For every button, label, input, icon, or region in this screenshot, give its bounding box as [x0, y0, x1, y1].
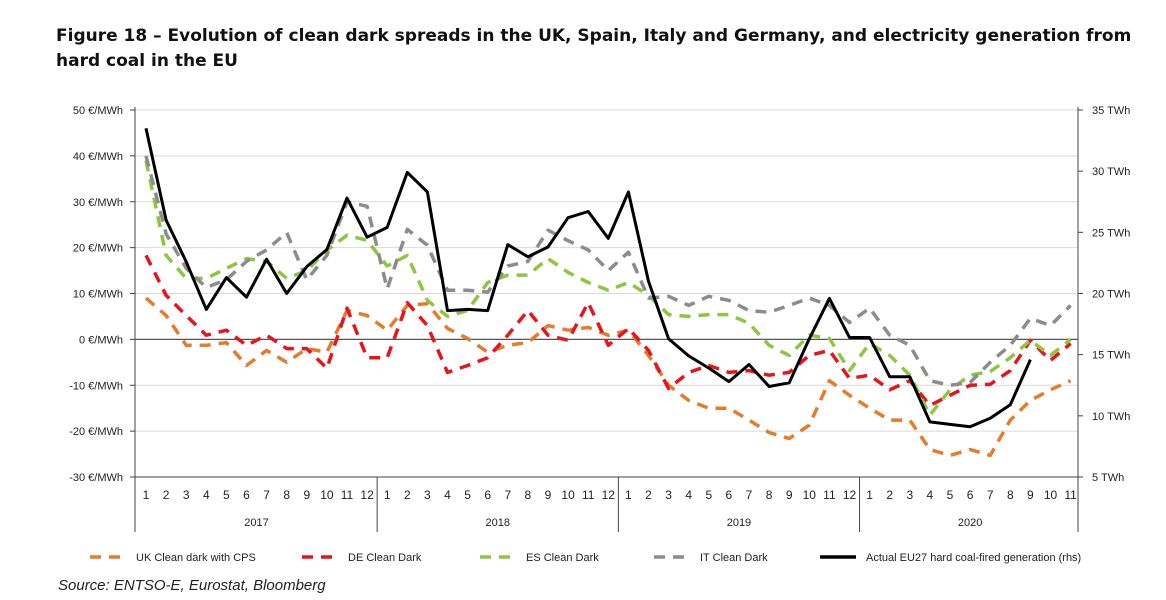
- month-label: 9: [303, 488, 310, 502]
- legend-label: Actual EU27 hard coal-fired generation (…: [866, 552, 1081, 564]
- month-label: 5: [705, 488, 712, 502]
- month-label: 3: [665, 488, 672, 502]
- month-label: 3: [906, 488, 913, 502]
- left-tick-label: -20 €/MWh: [69, 426, 123, 438]
- month-label: 4: [685, 488, 692, 502]
- month-label: 5: [947, 488, 954, 502]
- month-label: 6: [484, 488, 491, 502]
- month-label: 9: [786, 488, 793, 502]
- month-label: 2: [163, 488, 170, 502]
- right-tick-label: 5 TWh: [1092, 472, 1124, 484]
- right-tick-label: 25 TWh: [1092, 227, 1130, 239]
- month-label: 7: [504, 488, 511, 502]
- series-line-de-clean-dark: [144, 254, 1072, 408]
- month-label: 1: [384, 488, 391, 502]
- year-label: 2017: [244, 517, 268, 529]
- month-label: 4: [203, 488, 210, 502]
- right-tick-label: 35 TWh: [1092, 105, 1130, 117]
- month-label: 12: [602, 488, 616, 502]
- year-label: 2019: [727, 517, 751, 529]
- right-tick-label: 15 TWh: [1092, 350, 1130, 362]
- month-label: 9: [545, 488, 552, 502]
- legend-label: UK Clean dark with CPS: [136, 552, 256, 564]
- month-label: 2: [404, 488, 411, 502]
- legend-label: IT Clean Dark: [700, 552, 768, 564]
- month-label: 10: [1044, 488, 1058, 502]
- left-tick-label: 50 €/MWh: [73, 105, 123, 117]
- chart-title: Figure 18 – Evolution of clean dark spre…: [56, 26, 1132, 71]
- left-tick-label: -30 €/MWh: [69, 472, 123, 484]
- month-label: 1: [866, 488, 873, 502]
- month-label: 11: [1064, 488, 1077, 502]
- month-label: 6: [967, 488, 974, 502]
- left-tick-label: 20 €/MWh: [73, 243, 123, 255]
- month-label: 7: [263, 488, 270, 502]
- source-note: Source: ENTSO-E, Eurostat, Bloomberg: [58, 577, 326, 594]
- month-label: 6: [243, 488, 250, 502]
- right-tick-label: 20 TWh: [1092, 289, 1130, 301]
- series-line-it-clean-dark: [144, 155, 1072, 388]
- month-label: 7: [987, 488, 994, 502]
- month-label: 11: [582, 488, 595, 502]
- month-label: 12: [360, 488, 374, 502]
- series-line-uk-clean-dark-with-cps: [144, 296, 1072, 458]
- month-label: 4: [927, 488, 934, 502]
- month-label: 2: [645, 488, 652, 502]
- legend-label: DE Clean Dark: [348, 552, 422, 564]
- year-label: 2020: [958, 517, 982, 529]
- month-label: 2: [886, 488, 893, 502]
- month-label: 1: [143, 488, 150, 502]
- year-label: 2018: [486, 517, 510, 529]
- month-label: 5: [464, 488, 471, 502]
- month-label: 7: [746, 488, 753, 502]
- month-label: 10: [561, 488, 575, 502]
- month-label: 4: [444, 488, 451, 502]
- right-tick-label: 10 TWh: [1092, 411, 1130, 423]
- month-label: 8: [525, 488, 532, 502]
- month-label: 6: [726, 488, 733, 502]
- month-label: 8: [1007, 488, 1014, 502]
- legend-label: ES Clean Dark: [526, 552, 599, 564]
- month-label: 10: [803, 488, 817, 502]
- left-tick-label: 10 €/MWh: [73, 289, 123, 301]
- left-tick-label: -10 €/MWh: [69, 380, 123, 392]
- month-label: 12: [843, 488, 857, 502]
- month-label: 11: [823, 488, 836, 502]
- month-label: 11: [341, 488, 354, 502]
- month-label: 8: [766, 488, 773, 502]
- month-label: 10: [320, 488, 334, 502]
- month-label: 8: [283, 488, 290, 502]
- left-tick-label: 40 €/MWh: [73, 151, 123, 163]
- series-line-actual-eu27-hard-coal-fired-generation-rhs-: [144, 127, 1032, 429]
- left-tick-label: 0 €/MWh: [79, 334, 123, 346]
- month-label: 1: [625, 488, 632, 502]
- month-label: 9: [1027, 488, 1034, 502]
- month-label: 3: [424, 488, 431, 502]
- right-tick-label: 30 TWh: [1092, 166, 1130, 178]
- left-tick-label: 30 €/MWh: [73, 197, 123, 209]
- month-label: 3: [183, 488, 190, 502]
- month-label: 5: [223, 488, 230, 502]
